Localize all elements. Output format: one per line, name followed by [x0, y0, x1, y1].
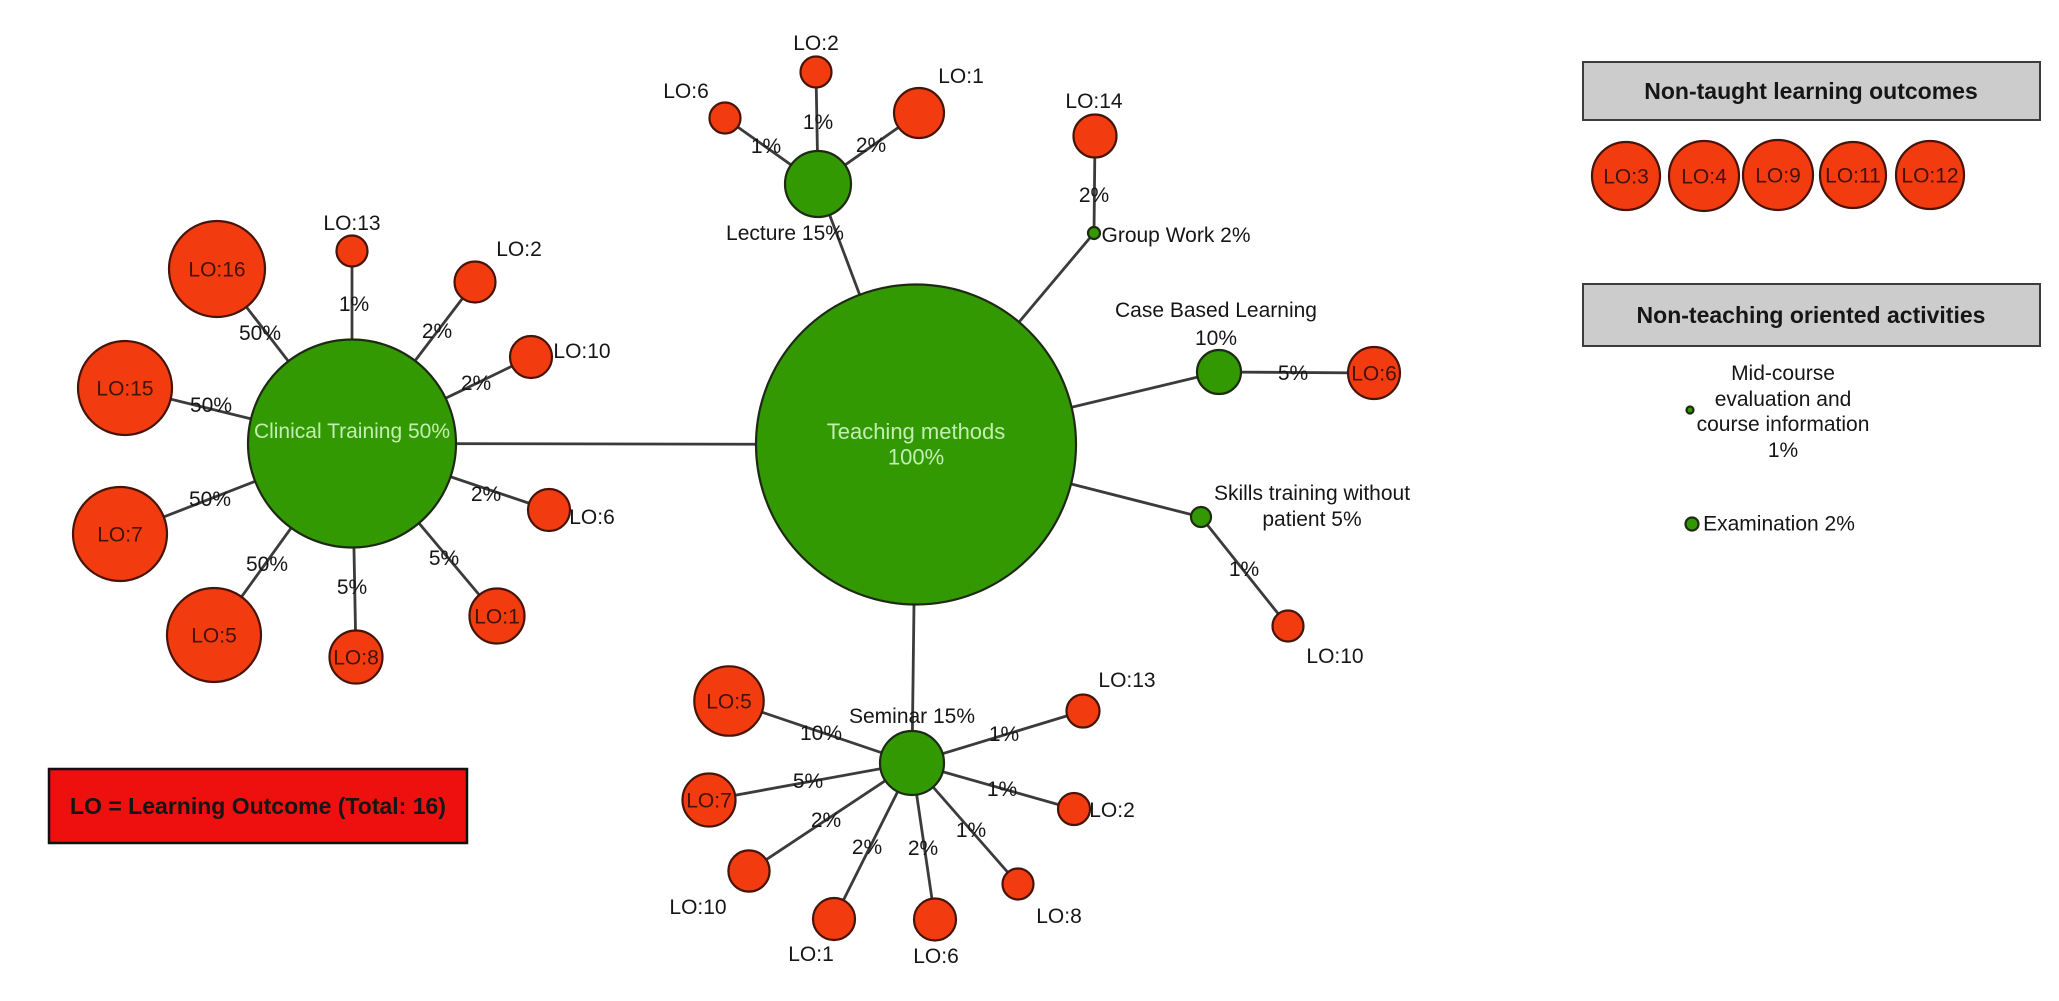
svg-text:50%: 50% — [246, 553, 288, 576]
svg-text:LO:10: LO:10 — [553, 340, 610, 363]
svg-text:Teaching methods: Teaching methods — [827, 419, 1006, 444]
svg-text:50%: 50% — [189, 488, 231, 511]
svg-text:10%: 10% — [800, 722, 842, 745]
svg-text:LO:2: LO:2 — [1089, 799, 1135, 822]
svg-text:evaluation and: evaluation and — [1715, 388, 1852, 411]
svg-text:LO:1: LO:1 — [788, 943, 834, 966]
svg-text:1%: 1% — [339, 293, 369, 316]
svg-text:LO:13: LO:13 — [1098, 669, 1155, 692]
svg-text:1%: 1% — [751, 135, 781, 158]
svg-text:2%: 2% — [852, 836, 882, 859]
svg-text:LO:15: LO:15 — [96, 378, 153, 401]
svg-text:LO:5: LO:5 — [706, 691, 752, 714]
svg-text:LO:12: LO:12 — [1901, 165, 1958, 188]
svg-text:5%: 5% — [429, 547, 459, 570]
svg-text:Group Work 2%: Group Work 2% — [1102, 224, 1251, 247]
svg-text:LO:6: LO:6 — [663, 80, 709, 103]
svg-text:LO:9: LO:9 — [1755, 165, 1801, 188]
svg-text:2%: 2% — [908, 837, 938, 860]
svg-text:100%: 100% — [888, 445, 944, 470]
svg-text:50%: 50% — [190, 394, 232, 417]
svg-text:50%: 50% — [239, 322, 281, 345]
svg-text:LO:1: LO:1 — [474, 606, 520, 629]
svg-text:Mid-course: Mid-course — [1731, 362, 1835, 385]
svg-text:LO:10: LO:10 — [1306, 645, 1363, 668]
svg-text:LO:5: LO:5 — [191, 625, 237, 648]
svg-text:LO:2: LO:2 — [793, 32, 839, 55]
svg-text:5%: 5% — [1278, 362, 1308, 385]
svg-text:2%: 2% — [856, 134, 886, 157]
svg-text:LO:6: LO:6 — [569, 506, 615, 529]
svg-text:LO:8: LO:8 — [1036, 905, 1082, 928]
svg-text:5%: 5% — [337, 576, 367, 599]
svg-text:2%: 2% — [422, 320, 452, 343]
svg-text:LO:14: LO:14 — [1065, 90, 1123, 113]
svg-text:2%: 2% — [1079, 184, 1109, 207]
svg-text:2%: 2% — [461, 372, 491, 395]
svg-text:2%: 2% — [471, 483, 501, 506]
svg-text:LO:7: LO:7 — [97, 524, 143, 547]
svg-text:Clinical Training 50%: Clinical Training 50% — [254, 420, 450, 443]
svg-text:1%: 1% — [987, 778, 1017, 801]
svg-text:course information: course information — [1697, 413, 1870, 436]
svg-text:1%: 1% — [1768, 439, 1798, 462]
svg-text:Non-teaching oriented activiti: Non-teaching oriented activities — [1637, 302, 1986, 328]
svg-text:Lecture 15%: Lecture 15% — [726, 222, 844, 245]
svg-text:LO:13: LO:13 — [323, 212, 380, 235]
svg-text:1%: 1% — [1229, 558, 1259, 581]
svg-text:LO = Learning Outcome (Total:: LO = Learning Outcome (Total: 16) — [70, 793, 446, 819]
svg-text:patient 5%: patient 5% — [1262, 508, 1361, 531]
svg-text:Skills training without: Skills training without — [1214, 482, 1410, 505]
svg-text:LO:7: LO:7 — [686, 790, 732, 813]
svg-text:LO:6: LO:6 — [1351, 363, 1397, 386]
svg-text:10%: 10% — [1195, 327, 1237, 350]
svg-text:2%: 2% — [811, 809, 841, 832]
svg-text:LO:4: LO:4 — [1681, 166, 1727, 189]
svg-text:LO:1: LO:1 — [938, 65, 984, 88]
svg-text:LO:3: LO:3 — [1603, 166, 1649, 189]
svg-text:LO:10: LO:10 — [669, 896, 726, 919]
svg-text:LO:8: LO:8 — [333, 647, 379, 670]
svg-text:1%: 1% — [989, 723, 1019, 746]
svg-text:Seminar 15%: Seminar 15% — [849, 705, 975, 728]
svg-text:LO:2: LO:2 — [496, 238, 542, 261]
svg-text:1%: 1% — [803, 111, 833, 134]
svg-text:LO:16: LO:16 — [188, 259, 245, 282]
svg-text:LO:6: LO:6 — [913, 945, 959, 968]
svg-text:5%: 5% — [793, 770, 823, 793]
svg-text:1%: 1% — [956, 819, 986, 842]
svg-text:Examination 2%: Examination 2% — [1703, 513, 1855, 536]
svg-text:Non-taught learning outcomes: Non-taught learning outcomes — [1644, 78, 1978, 104]
svg-text:LO:11: LO:11 — [1825, 165, 1881, 188]
svg-text:Case Based Learning: Case Based Learning — [1115, 299, 1317, 322]
